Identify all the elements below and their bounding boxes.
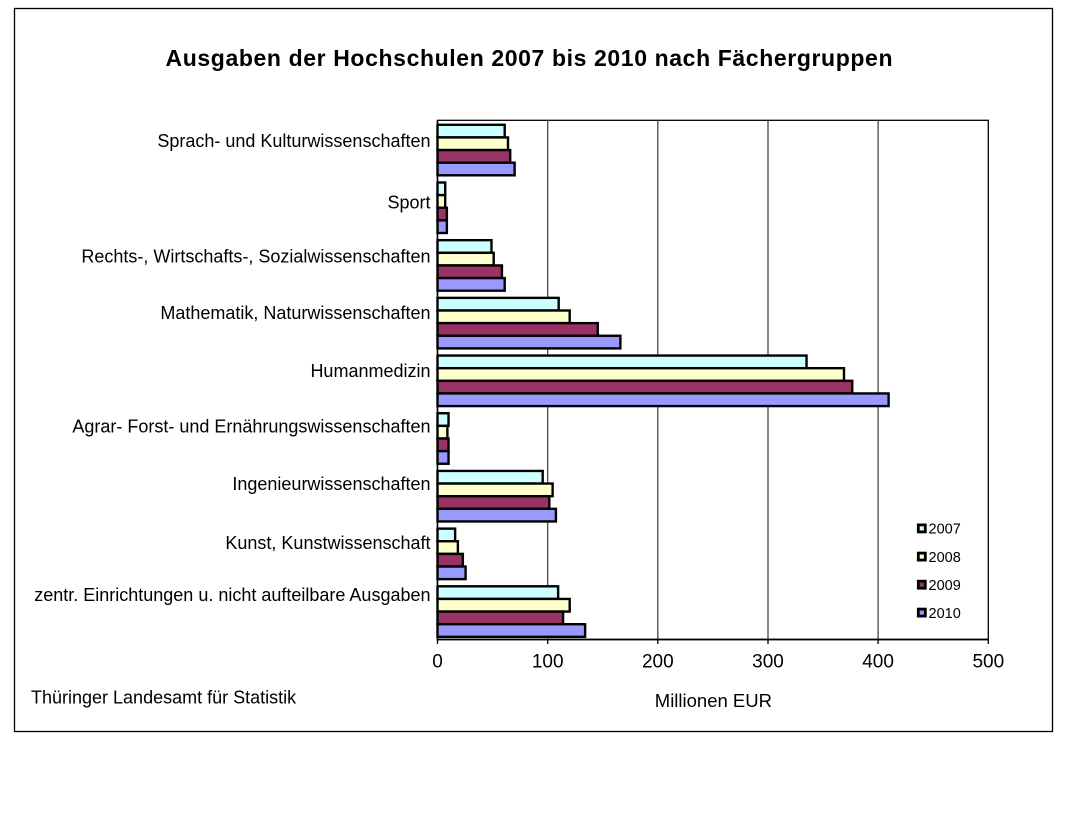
svg-text:400: 400 [862, 652, 894, 673]
svg-text:2009: 2009 [929, 578, 961, 594]
svg-text:Thüringer Landesamt für Statis: Thüringer Landesamt für Statistik [31, 688, 297, 708]
svg-text:Ausgaben der Hochschulen 2007: Ausgaben der Hochschulen 2007 bis 2010 n… [166, 45, 893, 71]
svg-text:2008: 2008 [929, 550, 961, 566]
svg-text:Millionen EUR: Millionen EUR [655, 690, 772, 711]
svg-text:Mathematik, Naturwissenschafte: Mathematik, Naturwissenschaften [160, 303, 430, 323]
svg-text:500: 500 [972, 652, 1004, 673]
svg-text:Humanmedizin: Humanmedizin [310, 361, 430, 381]
svg-text:2007: 2007 [929, 522, 961, 538]
svg-text:Sprach- und Kulturwissenschaft: Sprach- und Kulturwissenschaften [157, 131, 430, 151]
svg-text:Kunst, Kunstwissenschaft: Kunst, Kunstwissenschaft [225, 533, 430, 553]
svg-text:100: 100 [532, 652, 564, 673]
svg-text:300: 300 [752, 652, 784, 673]
svg-text:200: 200 [642, 652, 674, 673]
svg-text:2010: 2010 [929, 606, 961, 622]
svg-text:0: 0 [432, 652, 443, 673]
svg-text:Sport: Sport [387, 193, 430, 213]
svg-text:Rechts-, Wirtschafts-, Sozialw: Rechts-, Wirtschafts-, Sozialwissenschaf… [81, 247, 430, 267]
svg-text:zentr. Einrichtungen u. nicht: zentr. Einrichtungen u. nicht aufteilbar… [34, 585, 430, 605]
svg-text:Agrar- Forst- und Ernährungswi: Agrar- Forst- und Ernährungswissenschaft… [72, 416, 430, 436]
svg-text:Ingenieurwissenschaften: Ingenieurwissenschaften [232, 474, 430, 494]
